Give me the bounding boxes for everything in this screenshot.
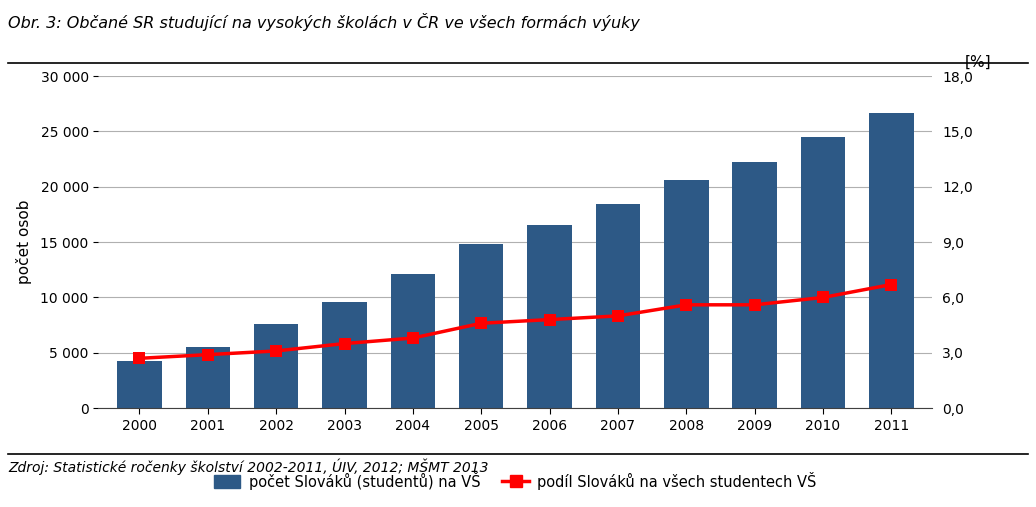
- Bar: [459, 244, 503, 408]
- Bar: [869, 113, 914, 408]
- Text: Obr. 3: Občané SR studující na vysokých školách v ČR ve všech formách výuky: Obr. 3: Občané SR studující na vysokých …: [8, 13, 640, 31]
- Bar: [322, 302, 367, 408]
- Bar: [391, 274, 435, 408]
- Bar: [117, 360, 162, 408]
- Bar: [732, 162, 777, 408]
- Bar: [185, 347, 230, 408]
- Y-axis label: [%]: [%]: [965, 54, 991, 69]
- Y-axis label: počet osob: počet osob: [17, 200, 32, 284]
- Bar: [664, 180, 709, 408]
- Bar: [596, 204, 640, 408]
- Text: Zdroj: Statistické ročenky školství 2002-2011, ÚIV, 2012; MŠMT 2013: Zdroj: Statistické ročenky školství 2002…: [8, 459, 489, 476]
- Bar: [801, 137, 845, 408]
- Bar: [254, 324, 298, 408]
- Bar: [527, 226, 572, 408]
- Legend: počet Slováků (studentů) na VŠ, podíl Slováků na všech studentech VŠ: počet Slováků (studentů) na VŠ, podíl Sl…: [208, 466, 823, 495]
